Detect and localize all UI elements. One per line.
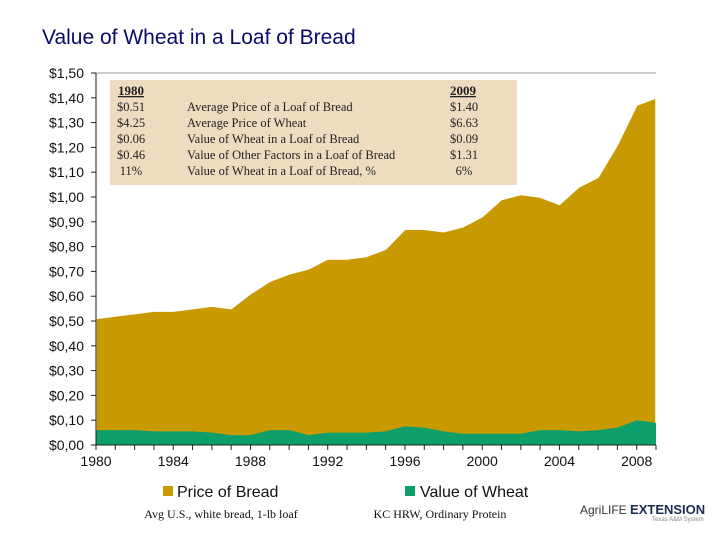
plot-area (95, 72, 657, 446)
y-tick-label: $1,20 (49, 139, 84, 155)
legend-label: Value of Wheat (420, 484, 529, 501)
y-tick-label: $0,10 (49, 412, 84, 428)
legend-swatch (405, 486, 415, 496)
y-tick-label: $0,90 (49, 214, 84, 230)
y-tick-label: $1,10 (49, 164, 84, 180)
annotation-2009-value: $6.63 (450, 116, 478, 130)
annotation-1980-value: $0.06 (117, 132, 145, 146)
annotation-2009-value: $1.31 (450, 148, 478, 162)
y-tick-label: $0,20 (49, 387, 84, 403)
y-tick-label: $0,40 (49, 338, 84, 354)
annotation-row-label: Average Price of Wheat (187, 116, 307, 130)
annotation-row-label: Value of Other Factors in a Loaf of Brea… (187, 148, 396, 162)
x-tick-label: 2008 (621, 453, 652, 469)
y-tick-label: $0,50 (49, 313, 84, 329)
y-tick-label: $0,70 (49, 263, 84, 279)
y-tick-label: $1,00 (49, 189, 84, 205)
y-tick-label: $0,00 (49, 437, 84, 453)
annotation-1980-value: 11% (120, 164, 142, 178)
annotation-box (110, 80, 517, 185)
annotation-row-label: Value of Wheat in a Loaf of Bread (187, 132, 360, 146)
y-tick-label: $1,30 (49, 115, 84, 131)
annotation-1980-value: $0.51 (117, 100, 145, 114)
annotation-row-label: Value of Wheat in a Loaf of Bread, % (187, 164, 376, 178)
annotation-1980-value: $4.25 (117, 116, 145, 130)
x-tick-label: 1980 (80, 453, 111, 469)
annotation-1980-value: $0.46 (117, 148, 145, 162)
price-of-bread-area (95, 96, 657, 446)
y-tick-label: $1,40 (49, 90, 84, 106)
y-tick-label: $1,50 (49, 65, 84, 81)
annotation-2009-value: $1.40 (450, 100, 478, 114)
annotation-2009-value: 6% (456, 164, 473, 178)
y-tick-label: $0,30 (49, 363, 84, 379)
legend-swatch (163, 486, 173, 496)
x-tick-label: 2004 (544, 453, 575, 469)
chart-title: Value of Wheat in a Loaf of Bread (42, 26, 356, 49)
legend-note: Avg U.S., white bread, 1-lb loaf (144, 507, 297, 521)
annotation-row-label: Average Price of a Loaf of Bread (187, 100, 353, 114)
value-of-wheat-area (96, 420, 656, 445)
agrilife-extension-logo: AgriLIFE EXTENSION Texas A&M System (568, 500, 705, 530)
legend-note: KC HRW, Ordinary Protein (374, 507, 507, 521)
legend: Price of Bread Avg U.S., white bread, 1-l… (144, 484, 528, 521)
logo-name: EXTENSION (630, 502, 706, 517)
annotation-2009-value: $0.09 (450, 132, 478, 146)
y-tick-label: $0,80 (49, 239, 84, 255)
annotation-table: 1980 2009 $0.51 Average Price of a Loaf of … (110, 80, 517, 185)
logo-tagline: Texas A&M System (652, 517, 704, 523)
logo-brand: AgriLIFE (580, 503, 627, 517)
x-tick-label: 2000 (467, 453, 498, 469)
x-tick-label: 1996 (389, 453, 420, 469)
x-tick-label: 1988 (235, 453, 266, 469)
axes: $0,00 $0,10 $0,20 $0,30 $0,40 $0,50 $0,60 $0,70… (49, 65, 657, 469)
annotation-header-2009: 2009 (450, 83, 477, 98)
legend-label: Price of Bread (177, 484, 278, 501)
x-tick-label: 1984 (158, 453, 189, 469)
x-tick-label: 1992 (312, 453, 343, 469)
y-tick-label: $0,60 (49, 288, 84, 304)
annotation-header-1980: 1980 (118, 83, 144, 98)
